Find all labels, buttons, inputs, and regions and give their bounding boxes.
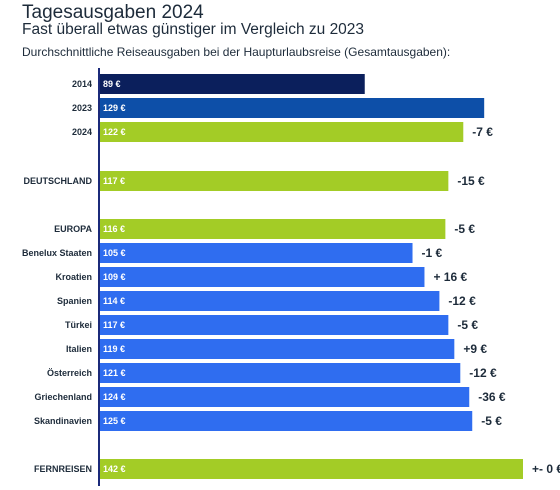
- category-label: Skandinavien: [34, 416, 92, 426]
- bar: [99, 363, 461, 383]
- change-label: -15 €: [457, 174, 485, 188]
- bar: [99, 339, 455, 359]
- change-label: -5 €: [454, 222, 475, 236]
- value-label: 89 €: [103, 79, 121, 89]
- category-label: Benelux Staaten: [22, 248, 92, 258]
- bar: [99, 291, 440, 311]
- bar: [99, 243, 413, 263]
- change-label: -36 €: [478, 390, 506, 404]
- bar: [99, 267, 425, 287]
- bar: [99, 219, 446, 239]
- category-label: Spanien: [57, 296, 92, 306]
- value-label: 109 €: [103, 272, 126, 282]
- bar: [99, 74, 365, 94]
- change-label: -12 €: [469, 366, 497, 380]
- value-label: 105 €: [103, 248, 126, 258]
- chart-title: Tagesausgaben 2024: [22, 2, 204, 23]
- value-label: 119 €: [103, 344, 125, 354]
- chart-subtitle: Fast überall etwas günstiger im Vergleic…: [22, 21, 365, 38]
- category-label: EUROPA: [54, 224, 92, 234]
- bar: [99, 122, 464, 142]
- change-label: -5 €: [481, 414, 502, 428]
- category-label: FERNREISEN: [34, 464, 92, 474]
- bar: [99, 459, 523, 479]
- category-label: DEUTSCHLAND: [24, 176, 93, 186]
- category-label: Türkei: [65, 320, 92, 330]
- value-label: 114 €: [103, 296, 125, 306]
- category-label: 2023: [72, 103, 92, 113]
- change-label: +9 €: [463, 342, 487, 356]
- change-label: -1 €: [422, 246, 443, 260]
- value-label: 142 €: [103, 464, 126, 474]
- change-label: -7 €: [472, 125, 493, 139]
- value-label: 122 €: [103, 127, 126, 137]
- change-label: -5 €: [457, 318, 478, 332]
- category-label: 2014: [72, 79, 92, 89]
- change-label: + 16 €: [433, 270, 467, 284]
- change-label: +- 0 €: [532, 462, 560, 476]
- bar: [99, 171, 449, 191]
- category-label: Griechenland: [34, 392, 92, 402]
- bar: [99, 98, 485, 118]
- value-label: 117 €: [103, 176, 125, 186]
- change-label: -12 €: [448, 294, 476, 308]
- value-label: 125 €: [103, 416, 126, 426]
- chart-description: Durchschnittliche Reiseausgaben bei der …: [22, 45, 451, 59]
- category-label: Österreich: [47, 368, 92, 378]
- value-label: 124 €: [103, 392, 126, 402]
- value-label: 117 €: [103, 320, 125, 330]
- bar: [99, 411, 473, 431]
- value-label: 129 €: [103, 103, 126, 113]
- bar: [99, 387, 470, 407]
- value-label: 116 €: [103, 224, 125, 234]
- bar: [99, 315, 449, 335]
- category-label: 2024: [72, 127, 92, 137]
- category-label: Kroatien: [55, 272, 92, 282]
- category-label: Italien: [66, 344, 92, 354]
- value-label: 121 €: [103, 368, 126, 378]
